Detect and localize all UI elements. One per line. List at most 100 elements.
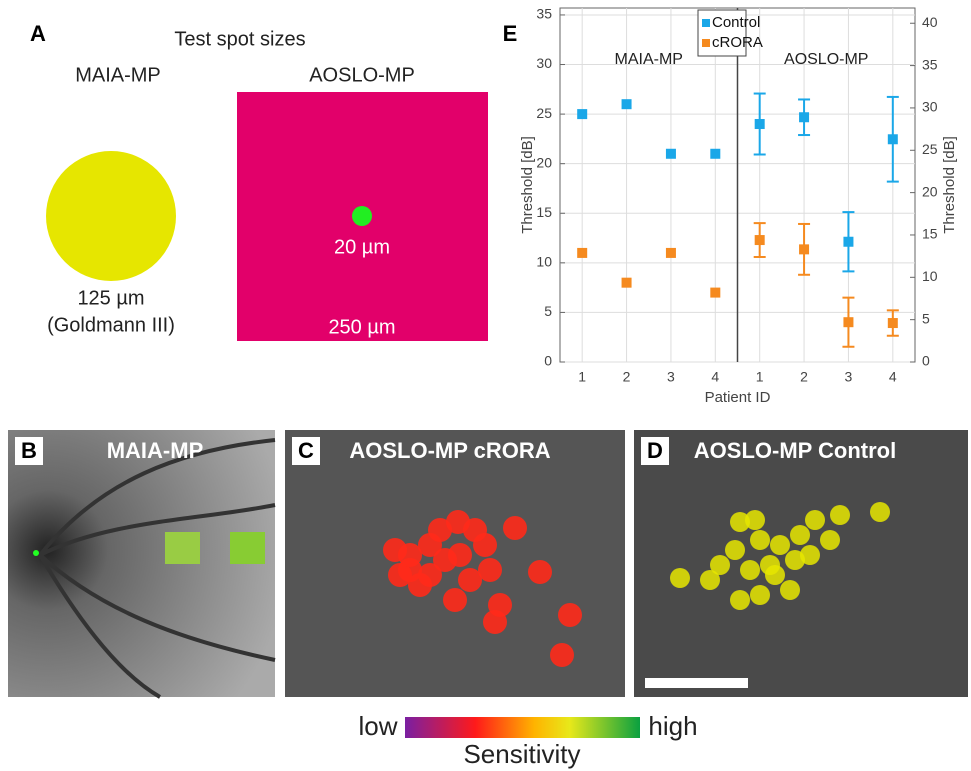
spot xyxy=(750,530,770,550)
marker xyxy=(799,112,809,122)
panel-letter: E xyxy=(503,21,518,46)
y-tick-label: 0 xyxy=(544,353,552,369)
stimulus-grid xyxy=(230,532,265,564)
spot xyxy=(528,560,552,584)
y2-axis-label: Threshold [dB] xyxy=(941,136,958,234)
fixation xyxy=(33,550,39,556)
y2-tick-label: 35 xyxy=(922,56,938,72)
marker xyxy=(577,109,587,119)
spot xyxy=(745,510,765,530)
figure: A Test spot sizes MAIA-MP AOSLO-MP 125 µ… xyxy=(0,0,971,771)
marker xyxy=(622,99,632,109)
colorbar-low: low xyxy=(358,711,397,741)
spot xyxy=(446,510,470,534)
aoslo-label: AOSLO-MP xyxy=(309,64,415,86)
spot xyxy=(503,516,527,540)
maia-note: (Goldmann III) xyxy=(47,314,175,336)
spot xyxy=(478,558,502,582)
colorbar-high: high xyxy=(648,711,697,741)
marker xyxy=(666,149,676,159)
aoslo-field-size: 250 µm xyxy=(328,316,395,338)
marker xyxy=(799,244,809,254)
marker xyxy=(755,119,765,129)
panel-title: Test spot sizes xyxy=(174,28,305,50)
spot xyxy=(418,563,442,587)
panel-title: AOSLO-MP cRORA xyxy=(349,438,550,463)
y2-tick-label: 30 xyxy=(922,99,938,115)
spot xyxy=(700,570,720,590)
aoslo-spot xyxy=(352,206,372,226)
marker xyxy=(577,248,587,258)
marker xyxy=(710,288,720,298)
x-tick-label: 4 xyxy=(711,369,719,385)
y-tick-label: 10 xyxy=(536,254,552,270)
x-tick-label: 1 xyxy=(756,369,764,385)
colorbar xyxy=(405,717,640,738)
y2-tick-label: 20 xyxy=(922,183,938,199)
legend-label: Control xyxy=(712,14,760,31)
spot xyxy=(750,585,770,605)
y-axis-label: Threshold [dB] xyxy=(519,136,536,234)
spot xyxy=(830,505,850,525)
y-tick-label: 20 xyxy=(536,154,552,170)
x-tick-label: 1 xyxy=(578,369,586,385)
panel-title: AOSLO-MP Control xyxy=(694,438,896,463)
group-label: MAIA-MP xyxy=(615,51,683,68)
panel-letter: A xyxy=(30,21,46,46)
x-tick-label: 2 xyxy=(800,369,808,385)
x-tick-label: 3 xyxy=(667,369,675,385)
y-tick-label: 25 xyxy=(536,105,552,121)
spot xyxy=(670,568,690,588)
maia-size: 125 µm xyxy=(77,287,144,309)
maia-label: MAIA-MP xyxy=(75,64,161,86)
panel-letter: C xyxy=(298,438,314,463)
spot xyxy=(780,580,800,600)
legend-label: cRORA xyxy=(712,34,763,51)
spot xyxy=(558,603,582,627)
stimulus-grid xyxy=(165,532,200,564)
y2-tick-label: 15 xyxy=(922,226,938,242)
y2-tick-label: 25 xyxy=(922,141,938,157)
legend-swatch xyxy=(702,19,710,27)
panel-title: MAIA-MP xyxy=(107,438,204,463)
x-tick-label: 4 xyxy=(889,369,897,385)
marker xyxy=(710,149,720,159)
legend-swatch xyxy=(702,39,710,47)
aoslo-spot-size: 20 µm xyxy=(334,236,390,258)
maia-spot xyxy=(46,151,176,281)
spot xyxy=(443,588,467,612)
scale-bar xyxy=(645,678,748,688)
spot xyxy=(870,502,890,522)
marker xyxy=(843,237,853,247)
x-axis-label: Patient ID xyxy=(705,389,771,406)
marker xyxy=(888,318,898,328)
y-tick-label: 15 xyxy=(536,204,552,220)
spot xyxy=(725,540,745,560)
colorbar-label: Sensitivity xyxy=(463,739,580,769)
spot xyxy=(790,525,810,545)
spot xyxy=(765,565,785,585)
y2-tick-label: 10 xyxy=(922,268,938,284)
spot xyxy=(488,593,512,617)
y-tick-label: 30 xyxy=(536,55,552,71)
spot xyxy=(820,530,840,550)
spot xyxy=(398,543,422,567)
spot xyxy=(730,590,750,610)
group-label: AOSLO-MP xyxy=(784,51,868,68)
marker xyxy=(755,235,765,245)
marker xyxy=(622,278,632,288)
spot xyxy=(770,535,790,555)
y2-tick-label: 0 xyxy=(922,353,930,369)
x-tick-label: 3 xyxy=(845,369,853,385)
spot xyxy=(550,643,574,667)
marker xyxy=(666,248,676,258)
spot xyxy=(805,510,825,530)
spot xyxy=(740,560,760,580)
y2-tick-label: 5 xyxy=(922,310,930,326)
x-tick-label: 2 xyxy=(623,369,631,385)
panel-letter: B xyxy=(21,438,37,463)
y-tick-label: 35 xyxy=(536,6,552,22)
spot xyxy=(448,543,472,567)
marker xyxy=(843,317,853,327)
